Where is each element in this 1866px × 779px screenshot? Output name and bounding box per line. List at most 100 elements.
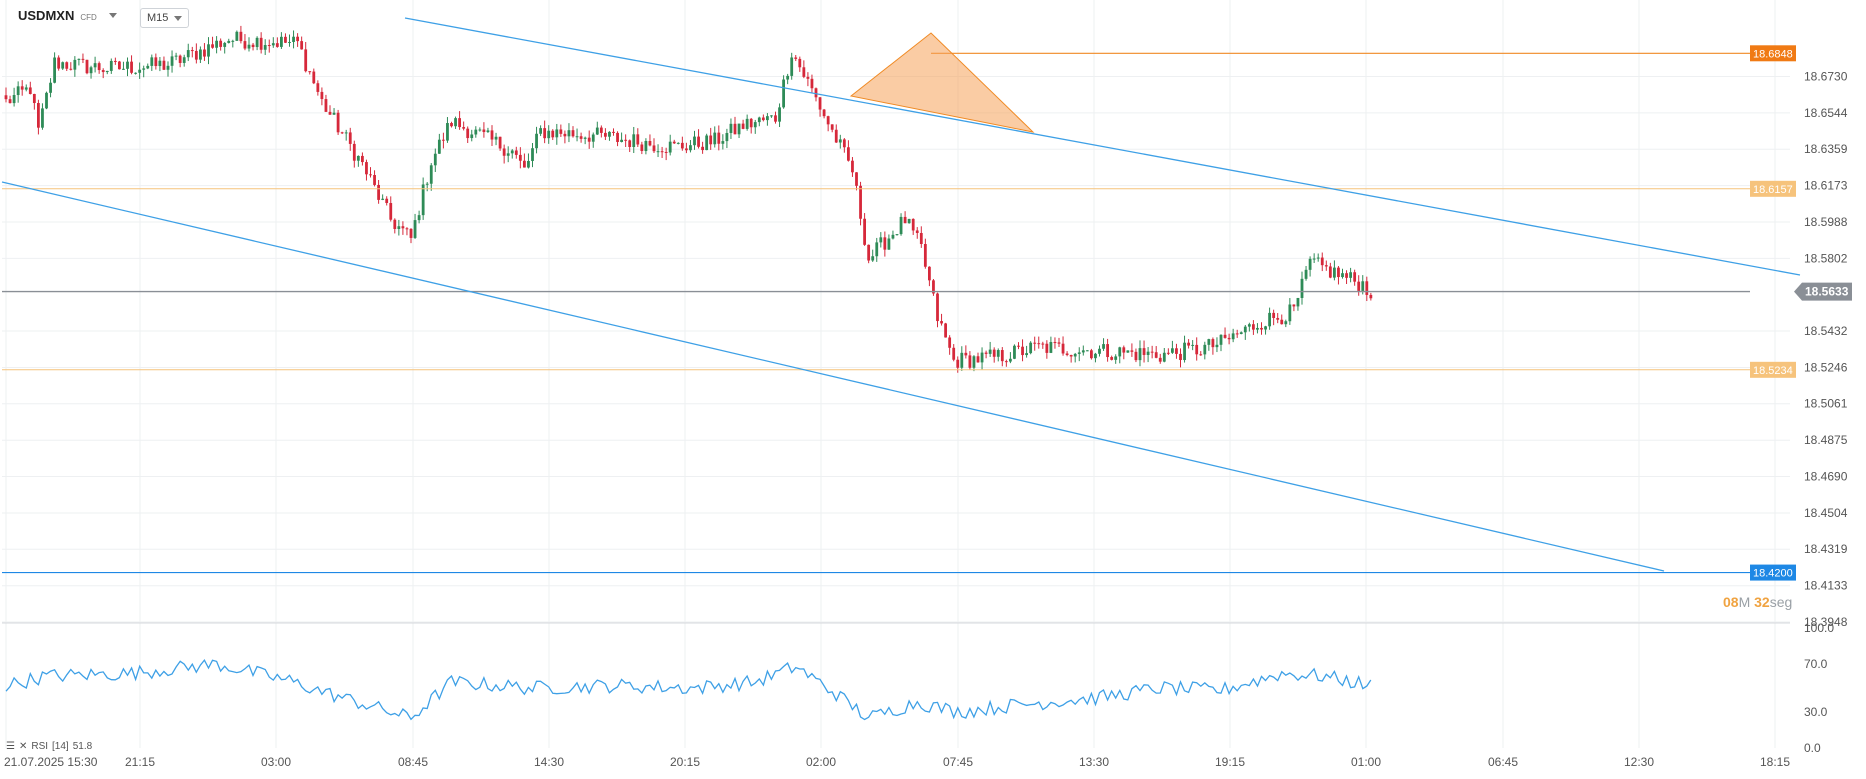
candle-body — [1328, 266, 1332, 278]
candle-body — [118, 61, 121, 70]
candle-body — [1312, 258, 1316, 260]
candle — [401, 221, 405, 235]
candle — [1337, 265, 1340, 285]
candle-body — [190, 50, 194, 52]
candle — [247, 37, 251, 52]
symbol-label[interactable]: USDMXN — [18, 8, 75, 23]
candle-body — [332, 112, 336, 115]
triangle-pattern — [849, 32, 1035, 133]
candle-body — [697, 136, 700, 147]
candle-body — [559, 129, 563, 134]
candle — [523, 153, 526, 168]
candle-body — [668, 141, 672, 153]
candle — [891, 230, 895, 240]
candle — [976, 352, 980, 363]
candle — [648, 134, 652, 147]
candle-body — [822, 109, 826, 117]
candle-body — [1017, 345, 1020, 347]
candle-body — [28, 87, 32, 94]
candle-body — [243, 41, 247, 49]
candle-body — [575, 136, 579, 138]
candle — [454, 116, 457, 129]
candle-body — [178, 55, 182, 63]
candle-body — [65, 62, 69, 69]
chevron-down-icon[interactable] — [108, 13, 117, 18]
candle — [89, 65, 93, 79]
candle — [328, 105, 332, 115]
candle — [531, 143, 534, 168]
candle-body — [231, 40, 235, 42]
candle-body — [830, 124, 834, 130]
candle — [1215, 337, 1219, 353]
candle-body — [1073, 353, 1077, 357]
candle — [1345, 270, 1348, 285]
candle-body — [555, 129, 559, 138]
candle — [275, 37, 279, 48]
candle — [478, 127, 482, 132]
candle-body — [470, 134, 474, 139]
candle-body — [37, 103, 40, 128]
candle — [527, 153, 530, 169]
candle-body — [875, 242, 879, 257]
candle — [1199, 351, 1203, 356]
candle-body — [919, 232, 923, 245]
price-tick-label: 18.4319 — [1804, 542, 1848, 556]
candle-body — [1065, 353, 1069, 355]
candle-body — [158, 60, 162, 67]
candle — [636, 128, 640, 147]
rsi-legend[interactable]: ☰ ✕ RSI [14] 51.8 — [6, 741, 92, 752]
candle-body — [421, 184, 425, 216]
candle-body — [928, 266, 931, 281]
candle — [806, 72, 810, 87]
candle-body — [948, 337, 952, 348]
candle — [587, 130, 591, 149]
time-tick-label: 01:00 — [1351, 755, 1381, 769]
candle — [830, 124, 834, 133]
candle-body — [93, 63, 97, 68]
candle-body — [847, 147, 850, 161]
candle — [65, 61, 69, 71]
candle-body — [405, 228, 409, 230]
close-icon[interactable]: ✕ — [18, 741, 28, 752]
instrument-header[interactable]: USDMXN CFD — [18, 8, 117, 23]
candle-body — [547, 130, 551, 139]
candle-body — [122, 68, 125, 70]
candle-body — [292, 36, 295, 42]
candle — [770, 115, 773, 118]
candle — [1162, 347, 1166, 363]
candle-body — [1252, 324, 1255, 330]
candle — [972, 355, 976, 372]
candle — [93, 56, 97, 73]
time-tick-label: 06:45 — [1488, 755, 1518, 769]
candle — [960, 346, 964, 371]
candle-body — [956, 359, 960, 368]
candle — [1276, 313, 1280, 324]
candle — [8, 95, 12, 104]
candle — [1187, 339, 1190, 349]
candle-body — [952, 347, 956, 360]
candle — [1037, 336, 1041, 349]
candle-body — [356, 155, 360, 161]
indicator-settings-icon[interactable]: ☰ — [6, 741, 15, 752]
candle — [713, 126, 717, 148]
candle — [778, 103, 781, 128]
candle — [320, 87, 324, 106]
candle — [1328, 262, 1332, 279]
candle-body — [361, 155, 364, 163]
candle-body — [628, 140, 632, 147]
candle-body — [988, 349, 992, 354]
candle — [1349, 267, 1352, 283]
candle-body — [433, 153, 437, 166]
candle — [1369, 292, 1373, 301]
candle — [871, 249, 875, 262]
candle-body — [1004, 361, 1008, 363]
candle — [174, 52, 178, 61]
candle — [494, 132, 498, 146]
candle — [219, 38, 223, 51]
candle-body — [518, 154, 522, 161]
candle — [356, 155, 360, 167]
candle-body — [689, 145, 692, 151]
candle — [867, 244, 871, 264]
timeframe-selector[interactable]: M15 — [140, 8, 190, 28]
